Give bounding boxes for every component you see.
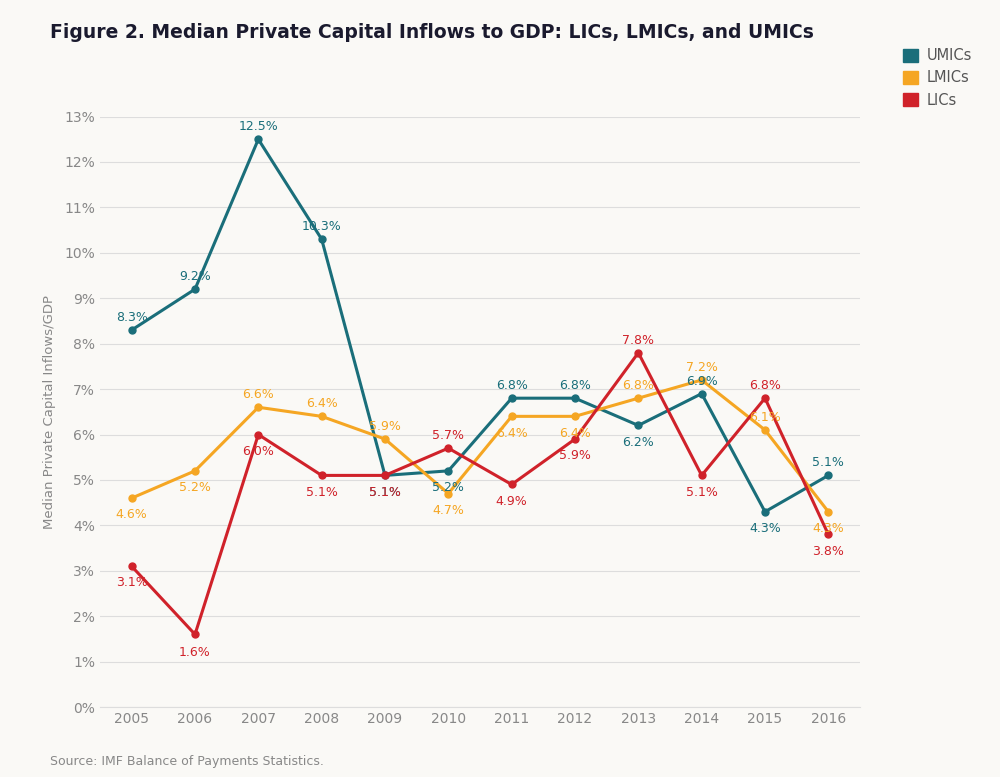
Text: 3.1%: 3.1%: [116, 577, 148, 590]
Text: 4.3%: 4.3%: [812, 522, 844, 535]
LICs: [632, 348, 644, 357]
Text: 5.1%: 5.1%: [306, 486, 338, 499]
LMICs: [822, 507, 834, 517]
UMICs: [506, 393, 518, 402]
LMICs: [189, 466, 201, 476]
Text: 5.2%: 5.2%: [179, 481, 211, 494]
Text: 4.6%: 4.6%: [116, 508, 148, 521]
Text: 6.2%: 6.2%: [622, 436, 654, 448]
Text: 12.5%: 12.5%: [238, 120, 278, 134]
UMICs: [822, 471, 834, 480]
LICs: [569, 434, 581, 444]
Text: 5.7%: 5.7%: [432, 429, 464, 442]
Line: UMICs: UMICs: [128, 136, 832, 515]
Text: 6.6%: 6.6%: [242, 388, 274, 401]
LICs: [759, 393, 771, 402]
LICs: [316, 471, 328, 480]
Text: 5.9%: 5.9%: [369, 420, 401, 433]
Text: Source: IMF Balance of Payments Statistics.: Source: IMF Balance of Payments Statisti…: [50, 754, 324, 768]
Text: 6.0%: 6.0%: [242, 444, 274, 458]
LMICs: [759, 425, 771, 434]
Text: 6.9%: 6.9%: [686, 375, 718, 388]
Text: 6.8%: 6.8%: [749, 379, 781, 392]
LMICs: [379, 434, 391, 444]
UMICs: [252, 134, 264, 144]
Text: 6.4%: 6.4%: [496, 427, 528, 440]
LMICs: [632, 393, 644, 402]
Text: 5.1%: 5.1%: [686, 486, 718, 499]
Text: 5.2%: 5.2%: [432, 481, 464, 494]
UMICs: [442, 466, 454, 476]
LMICs: [252, 402, 264, 412]
Line: LMICs: LMICs: [128, 377, 832, 515]
Text: 7.8%: 7.8%: [622, 334, 654, 347]
LMICs: [696, 375, 708, 385]
UMICs: [569, 393, 581, 402]
LICs: [189, 629, 201, 639]
Text: 4.9%: 4.9%: [496, 495, 528, 507]
UMICs: [759, 507, 771, 517]
Line: LICs: LICs: [128, 350, 832, 638]
Text: 6.4%: 6.4%: [559, 427, 591, 440]
LMICs: [442, 489, 454, 498]
Text: 5.1%: 5.1%: [369, 486, 401, 499]
LMICs: [316, 412, 328, 421]
Y-axis label: Median Private Capital Inflows/GDP: Median Private Capital Inflows/GDP: [43, 294, 56, 529]
UMICs: [696, 389, 708, 399]
Text: 1.6%: 1.6%: [179, 646, 211, 659]
Text: 4.3%: 4.3%: [749, 522, 781, 535]
Text: 6.4%: 6.4%: [306, 397, 338, 410]
UMICs: [126, 326, 138, 335]
LICs: [379, 471, 391, 480]
LICs: [696, 471, 708, 480]
Text: 6.8%: 6.8%: [622, 379, 654, 392]
UMICs: [316, 235, 328, 244]
Text: 5.1%: 5.1%: [369, 486, 401, 499]
Text: 9.2%: 9.2%: [179, 270, 211, 283]
Text: 7.2%: 7.2%: [686, 361, 718, 374]
LMICs: [506, 412, 518, 421]
LMICs: [126, 493, 138, 503]
LICs: [126, 562, 138, 571]
Text: 5.9%: 5.9%: [559, 449, 591, 462]
Text: 5.1%: 5.1%: [812, 456, 844, 469]
Legend: UMICs, LMICs, LICs: UMICs, LMICs, LICs: [897, 42, 978, 113]
UMICs: [379, 471, 391, 480]
Text: 4.7%: 4.7%: [432, 503, 464, 517]
LMICs: [569, 412, 581, 421]
LICs: [506, 480, 518, 490]
LICs: [442, 444, 454, 453]
Text: 3.8%: 3.8%: [812, 545, 844, 558]
Text: 6.1%: 6.1%: [749, 411, 781, 424]
LICs: [252, 430, 264, 439]
UMICs: [632, 421, 644, 430]
LICs: [822, 530, 834, 539]
Text: 10.3%: 10.3%: [302, 220, 342, 233]
Text: 6.8%: 6.8%: [496, 379, 528, 392]
UMICs: [189, 284, 201, 294]
Text: Figure 2. Median Private Capital Inflows to GDP: LICs, LMICs, and UMICs: Figure 2. Median Private Capital Inflows…: [50, 23, 814, 42]
Text: 8.3%: 8.3%: [116, 311, 148, 324]
Text: 6.8%: 6.8%: [559, 379, 591, 392]
